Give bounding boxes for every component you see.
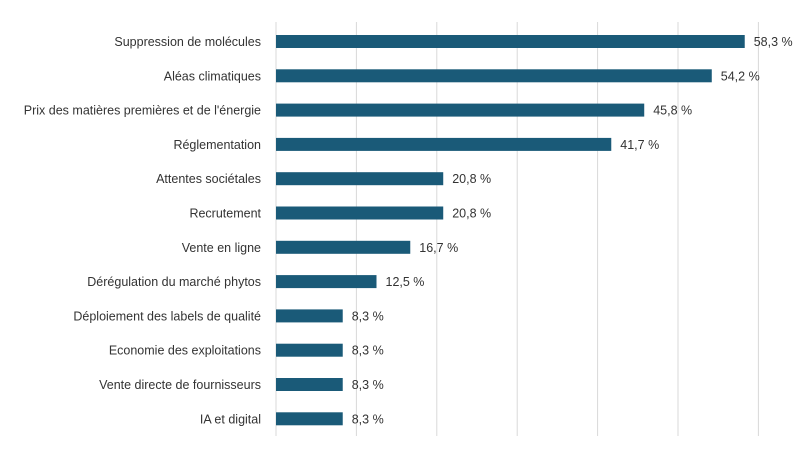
category-label: Dérégulation du marché phytos <box>87 275 261 289</box>
bar <box>276 103 645 117</box>
category-label: Vente directe de fournisseurs <box>99 378 261 392</box>
value-label: 20,8 % <box>452 172 491 186</box>
category-label: IA et digital <box>200 412 261 426</box>
category-label: Aléas climatiques <box>164 69 261 83</box>
value-label: 8,3 % <box>352 412 384 426</box>
category-label: Prix des matières premières et de l'éner… <box>24 104 261 118</box>
value-label: 41,7 % <box>620 138 659 152</box>
bar <box>276 309 343 323</box>
bar <box>276 378 343 391</box>
category-label: Suppression de molécules <box>114 35 261 49</box>
category-label: Vente en ligne <box>182 241 261 255</box>
bar <box>276 412 343 426</box>
value-label: 45,8 % <box>653 104 692 118</box>
value-label: 16,7 % <box>419 241 458 255</box>
value-label: 12,5 % <box>386 275 425 289</box>
bar <box>276 343 343 357</box>
bar <box>276 35 745 48</box>
category-label: Réglementation <box>173 138 261 152</box>
category-label: Attentes sociétales <box>156 172 261 186</box>
value-label: 8,3 % <box>352 378 384 392</box>
value-label: 58,3 % <box>754 35 793 49</box>
category-label: Economie des exploitations <box>109 344 261 358</box>
value-label: 8,3 % <box>352 344 384 358</box>
value-label: 8,3 % <box>352 309 384 323</box>
bars <box>276 35 745 426</box>
bar <box>276 206 444 220</box>
bar <box>276 137 612 151</box>
value-label: 20,8 % <box>452 207 491 221</box>
category-label: Recrutement <box>189 207 261 221</box>
bar <box>276 172 444 186</box>
bar <box>276 275 377 289</box>
gridlines <box>275 22 759 436</box>
category-labels: Suppression de molécules Aléas climatique… <box>24 35 262 426</box>
bar <box>276 240 411 254</box>
category-label: Déploiement des labels de qualité <box>73 309 261 323</box>
value-label: 54,2 % <box>721 69 760 83</box>
value-labels: 58,3 % 54,2 % 45,8 % 41,7 % 20,8 % 20,8 % 16,7… <box>352 35 793 426</box>
bar <box>276 69 712 83</box>
